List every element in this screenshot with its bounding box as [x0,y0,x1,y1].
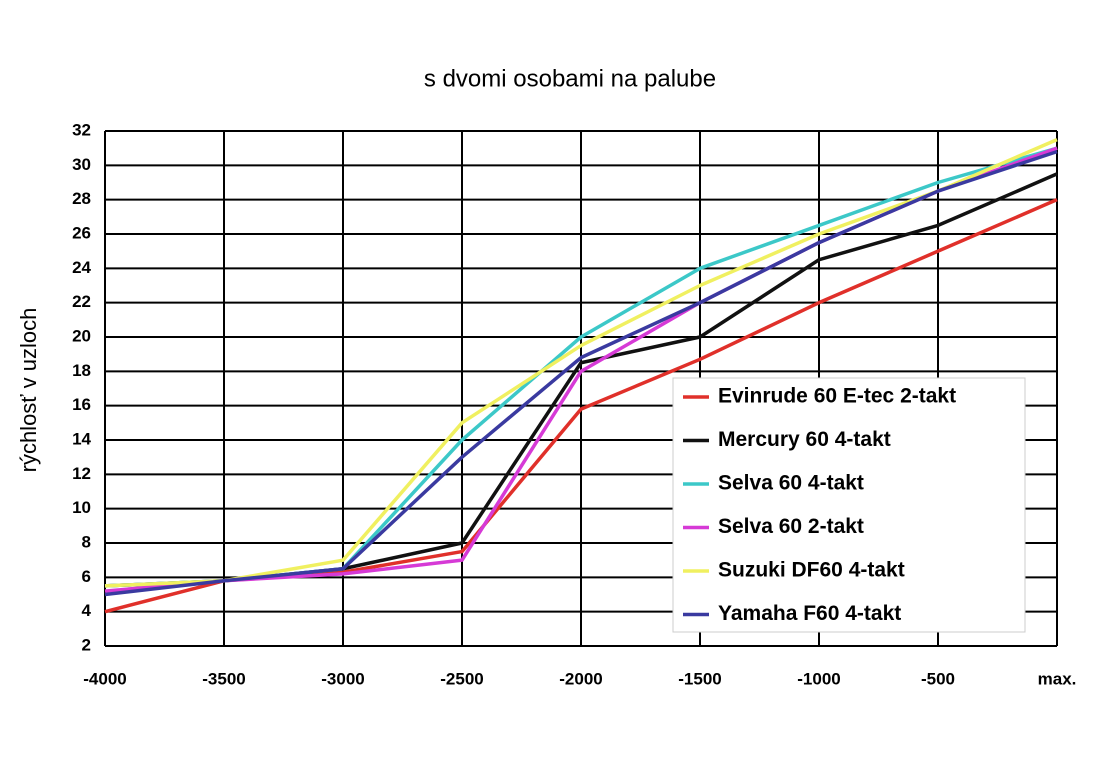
y-tick-label: 14 [72,429,91,448]
x-tick-label: max. [1038,669,1077,688]
x-tick-label: -1000 [797,669,840,688]
y-tick-label: 10 [72,498,91,517]
legend-label: Yamaha F60 4-takt [718,602,901,625]
x-tick-label: -1500 [678,669,721,688]
legend-box [672,377,1026,633]
y-tick-label: 30 [72,155,91,174]
y-tick-label: 24 [72,258,91,277]
legend-label: Suzuki DF60 4-takt [718,559,905,582]
legend-label: Selva 60 2-takt [718,515,864,538]
legend-label: Selva 60 4-takt [718,472,864,495]
x-tick-label: -500 [921,669,955,688]
legend-label: Evinrude 60 E-tec 2-takt [718,385,956,408]
y-tick-label: 4 [82,601,92,620]
y-tick-label: 32 [72,120,91,139]
x-tick-label: -3500 [202,669,245,688]
y-tick-label: 20 [72,326,91,345]
y-tick-label: 6 [82,567,91,586]
y-tick-label: 2 [82,635,91,654]
chart-title: s dvomi osobami na palube [424,65,716,92]
x-tick-label: -4000 [83,669,126,688]
x-tick-label: -2000 [559,669,602,688]
y-tick-label: 22 [72,292,91,311]
x-tick-label: -2500 [440,669,483,688]
y-tick-label: 28 [72,189,91,208]
series-line [104,149,1058,597]
y-tick-label: 18 [72,361,91,380]
y-tick-label: 8 [82,532,91,551]
legend-label: Mercury 60 4-takt [718,428,891,451]
x-tick-label: -3000 [321,669,364,688]
y-tick-label: 12 [72,464,91,483]
y-tick-label: 16 [72,395,91,414]
series-line [104,137,1058,588]
y-axis-label: rýchlosť v uzloch [16,308,41,473]
y-tick-label: 26 [72,223,91,242]
